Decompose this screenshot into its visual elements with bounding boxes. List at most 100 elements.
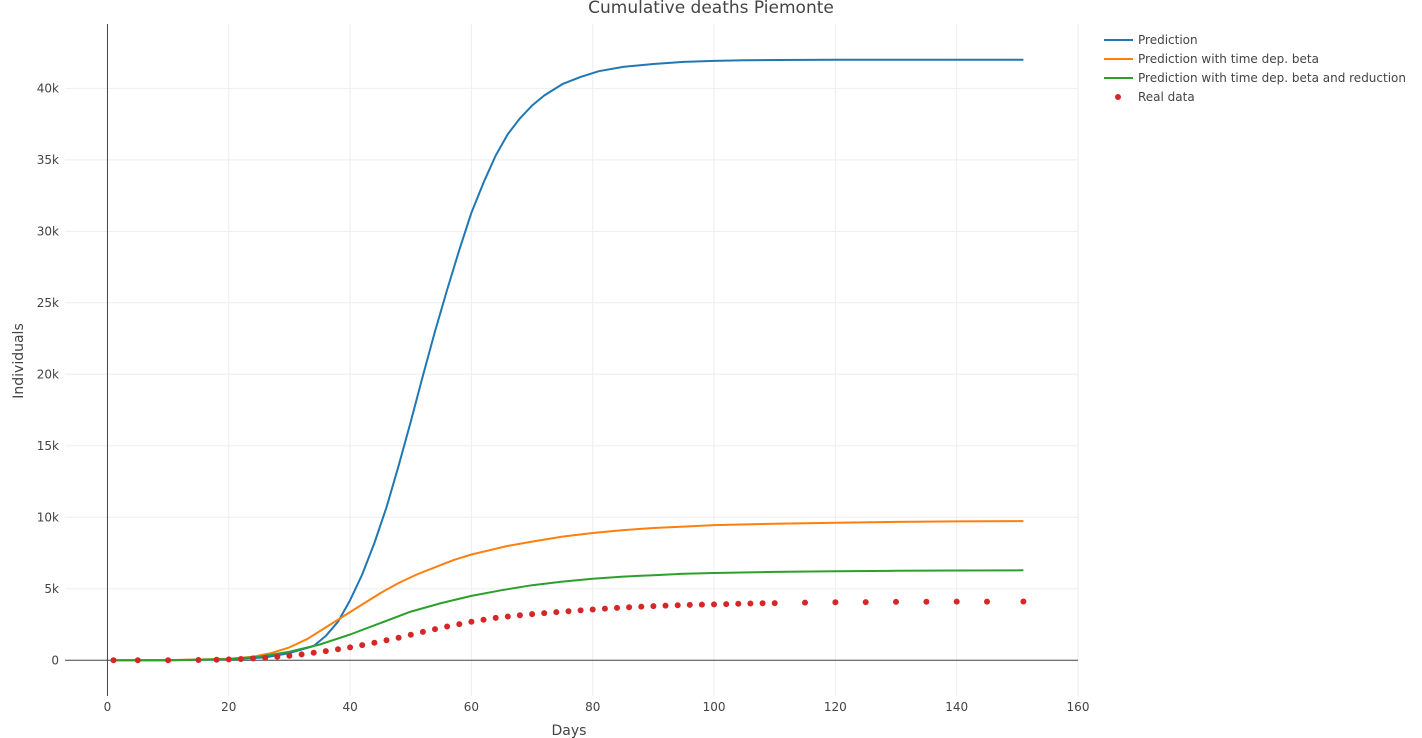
series-line (113, 58, 1024, 662)
data-point (674, 602, 681, 609)
grid (65, 24, 1079, 696)
legend[interactable]: Prediction Prediction with time dep. beta… (1104, 33, 1406, 104)
data-point (711, 601, 717, 608)
data-point (614, 604, 620, 611)
data-point (456, 621, 463, 628)
plot-area (110, 58, 1027, 664)
legend-item[interactable]: Prediction (1104, 33, 1198, 47)
y-tick-label: 30k (37, 224, 59, 238)
data-point (638, 603, 645, 610)
data-point (371, 639, 378, 646)
data-point (747, 600, 754, 607)
data-point (893, 598, 899, 605)
data-point (771, 600, 778, 607)
data-point (419, 628, 426, 635)
data-point (225, 656, 232, 663)
data-point (626, 604, 633, 611)
data-point (298, 651, 305, 658)
axes (65, 24, 1078, 696)
data-point (165, 657, 172, 664)
data-point (262, 654, 269, 661)
series-2 (113, 569, 1024, 662)
data-point (698, 601, 705, 608)
data-point (832, 599, 839, 606)
data-point (110, 657, 117, 664)
data-point (286, 652, 293, 659)
data-point (468, 618, 475, 625)
data-point (1020, 598, 1027, 605)
data-point (395, 634, 402, 641)
data-point (134, 657, 141, 664)
legend-swatch (1115, 94, 1121, 100)
data-point (322, 648, 329, 655)
legend-item[interactable]: Prediction with time dep. beta and reduc… (1104, 71, 1406, 85)
data-point (274, 653, 281, 660)
legend-label: Prediction with time dep. beta and reduc… (1138, 71, 1406, 85)
data-point (735, 600, 742, 607)
x-tick-label: 160 (1067, 700, 1090, 714)
data-point (862, 599, 869, 606)
data-point (565, 608, 572, 615)
data-point (529, 611, 536, 618)
data-point (984, 598, 990, 605)
tick-labels: 0 20 40 60 80 100 120 140 160 0 5k 10k 15k 20k 25k 30k 3… (37, 81, 1090, 714)
data-point (383, 637, 390, 644)
x-tick-label: 40 (342, 700, 357, 714)
series-1 (113, 520, 1024, 662)
data-point (407, 631, 414, 638)
series-3 (110, 598, 1027, 664)
chart-title: Cumulative deaths Piemonte (588, 0, 834, 18)
y-tick-label: 5k (44, 582, 59, 596)
data-point (213, 656, 220, 663)
series-0 (113, 58, 1024, 662)
y-tick-label: 20k (37, 367, 59, 381)
legend-label: Prediction with time dep. beta (1138, 52, 1319, 66)
data-point (589, 606, 596, 613)
y-tick-label: 40k (37, 81, 59, 95)
legend-item[interactable]: Real data (1115, 90, 1195, 104)
x-tick-label: 60 (464, 700, 479, 714)
y-axis-title: Individuals (11, 323, 27, 398)
data-point (516, 612, 523, 619)
data-point (195, 657, 202, 663)
data-point (601, 605, 608, 612)
x-tick-label: 120 (824, 700, 847, 714)
data-point (335, 646, 341, 653)
data-point (802, 599, 808, 606)
data-point (650, 603, 657, 610)
series-line (113, 520, 1024, 662)
legend-item[interactable]: Prediction with time dep. beta (1104, 52, 1319, 66)
data-point (347, 644, 354, 651)
x-tick-label: 140 (945, 700, 968, 714)
data-point (662, 602, 669, 609)
data-point (759, 600, 766, 607)
data-point (686, 601, 693, 608)
y-tick-label: 10k (37, 510, 59, 524)
data-point (237, 656, 244, 662)
data-point (444, 623, 451, 630)
data-point (553, 609, 560, 616)
data-point (492, 614, 499, 621)
data-point (923, 598, 930, 605)
data-point (723, 601, 730, 608)
data-point (953, 598, 960, 605)
x-axis-title: Days (552, 723, 587, 738)
legend-label: Real data (1138, 90, 1195, 104)
y-tick-label: 15k (37, 439, 59, 453)
legend-label: Prediction (1138, 33, 1198, 47)
data-point (577, 607, 584, 614)
y-tick-label: 25k (37, 296, 59, 310)
y-tick-label: 0 (51, 653, 59, 667)
data-point (504, 613, 511, 620)
y-tick-label: 35k (37, 153, 59, 167)
x-tick-label: 20 (221, 700, 236, 714)
x-tick-label: 80 (585, 700, 600, 714)
data-point (359, 642, 366, 649)
data-point (310, 649, 317, 656)
data-point (541, 610, 548, 617)
x-tick-label: 100 (703, 700, 726, 714)
x-tick-label: 0 (104, 700, 112, 714)
data-point (480, 616, 487, 623)
